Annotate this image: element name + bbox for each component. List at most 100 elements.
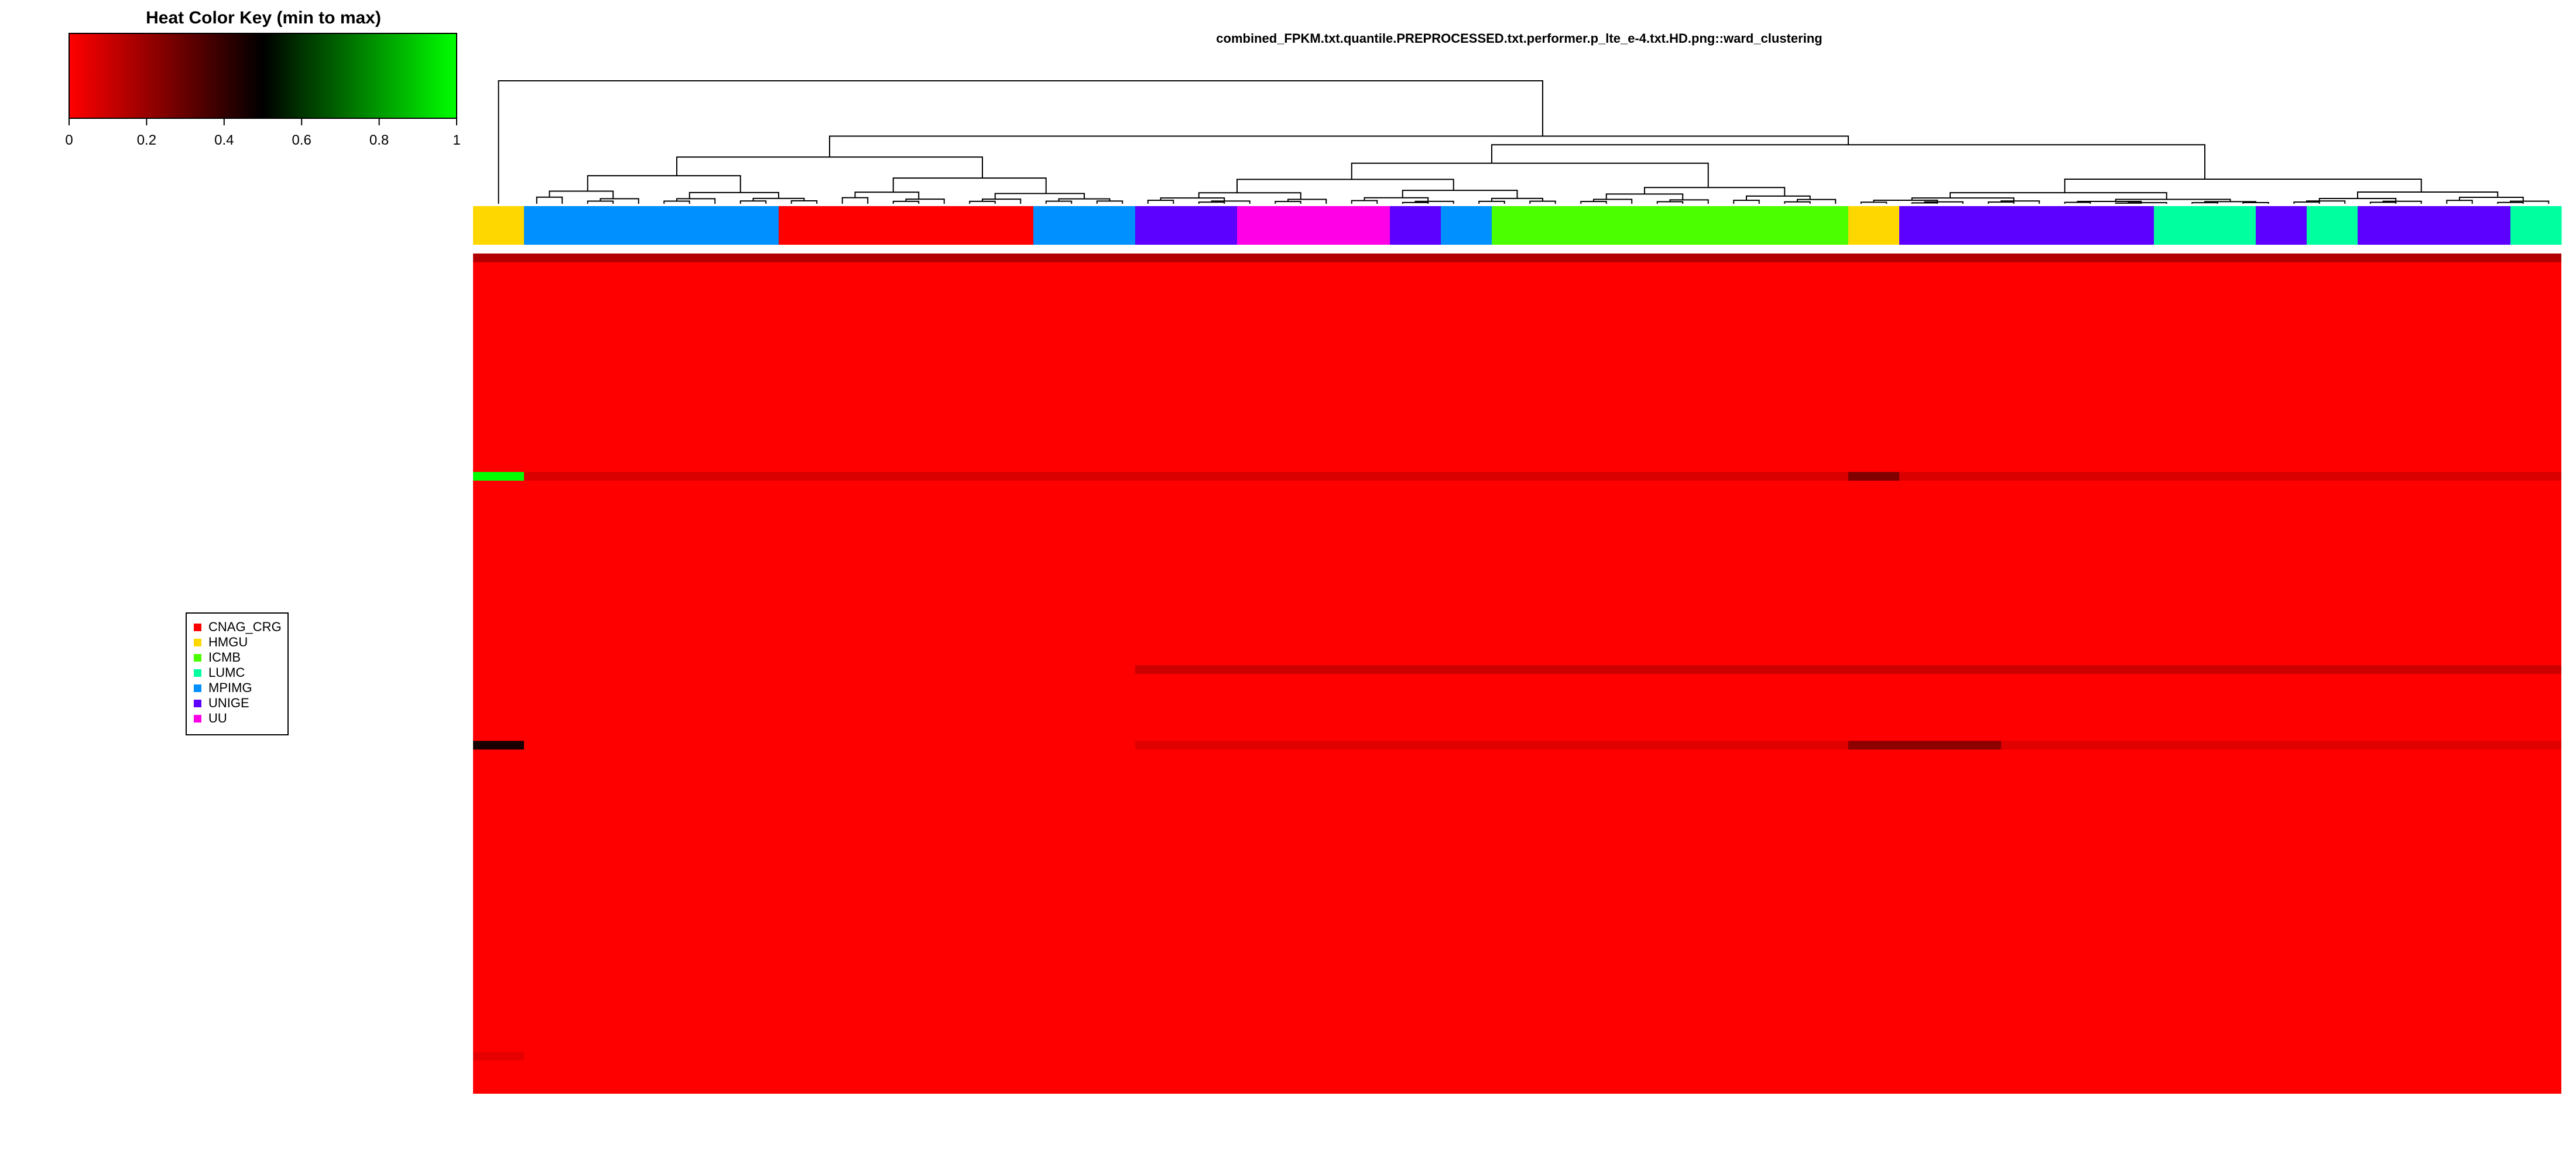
dendrogram-branch bbox=[969, 200, 996, 203]
dendrogram-branch bbox=[1364, 197, 1429, 201]
dendrogram-branch bbox=[1873, 200, 1938, 203]
dendrogram-branch bbox=[1797, 198, 1837, 203]
color-key-tick-label: 0.8 bbox=[369, 132, 389, 148]
dendrogram-branch bbox=[1160, 197, 1225, 201]
color-key-ticks: 0 0.2 0.4 0.6 0.8 1 bbox=[65, 118, 461, 148]
column-group-bar bbox=[2510, 206, 2562, 245]
legend-label: UU bbox=[208, 711, 227, 725]
dendrogram-branch bbox=[1529, 200, 1556, 203]
dendrogram-branch bbox=[1198, 201, 1225, 203]
dendrogram-branch bbox=[1402, 190, 1518, 198]
legend-swatch bbox=[194, 654, 201, 662]
dendrogram-branch bbox=[1491, 144, 2205, 179]
heatmap-row-band bbox=[473, 472, 2561, 481]
dendrogram-branch bbox=[1593, 198, 1633, 202]
dendrogram-branch bbox=[1669, 199, 1709, 202]
dendrogram-branch bbox=[587, 200, 614, 203]
legend-swatch bbox=[194, 669, 201, 677]
heatmap-cell bbox=[1848, 741, 2001, 750]
dendrogram-branch bbox=[1580, 201, 1607, 203]
dendrogram-branch bbox=[1860, 201, 1888, 203]
column-group-bar bbox=[524, 206, 779, 245]
legend-label: UNIGE bbox=[208, 696, 249, 710]
dendrogram-branch bbox=[663, 200, 690, 203]
dendrogram-branch bbox=[1275, 201, 1301, 203]
dendrogram-branch bbox=[676, 198, 716, 201]
legend-label: MPIMG bbox=[208, 680, 252, 695]
dendrogram-branch bbox=[1988, 201, 2015, 203]
column-group-bar bbox=[473, 206, 525, 245]
heatmap-cell bbox=[1848, 472, 1899, 481]
dendrogram-branch bbox=[1478, 200, 1505, 203]
heatmap-row-band bbox=[473, 254, 2561, 262]
color-key-tick-label: 1 bbox=[453, 132, 460, 148]
legend-label: ICMB bbox=[208, 650, 241, 665]
dendrogram-branch bbox=[498, 80, 1543, 204]
chart-title: combined_FPKM.txt.quantile.PREPROCESSED.… bbox=[1216, 31, 1822, 46]
dendrogram-branch bbox=[2459, 197, 2524, 201]
legend-swatch bbox=[194, 624, 201, 631]
dendrogram-branch bbox=[1351, 162, 1709, 188]
column-side-colors bbox=[473, 206, 2562, 245]
dendrogram-branch bbox=[2369, 201, 2397, 203]
heatmap-cell bbox=[473, 741, 524, 750]
dendrogram-branch bbox=[1147, 200, 1174, 203]
dendrogram-branch bbox=[752, 197, 805, 201]
legend-box bbox=[186, 612, 289, 735]
color-key-tick-label: 0.2 bbox=[137, 132, 156, 148]
column-group-bar bbox=[2256, 206, 2307, 245]
dendrogram-branch bbox=[1950, 192, 2167, 200]
dendrogram-branch bbox=[536, 196, 563, 201]
dendrogram-branch bbox=[1911, 197, 2015, 201]
dendrogram-branch bbox=[841, 197, 869, 201]
legend-label: CNAG_CRG bbox=[208, 619, 282, 634]
dendrogram-branch bbox=[1491, 197, 1543, 201]
column-group-bar bbox=[1899, 206, 2154, 245]
dendrogram-branch bbox=[1236, 179, 1454, 193]
column-group-bar bbox=[1237, 206, 1390, 245]
dendrogram-branch bbox=[854, 191, 920, 200]
column-group-bar bbox=[1492, 206, 1849, 245]
column-group-bar bbox=[2154, 206, 2256, 245]
dendrogram-branch bbox=[1605, 193, 1684, 200]
legend-swatch bbox=[194, 639, 201, 646]
color-key-tick-label: 0.4 bbox=[214, 132, 234, 148]
dendrogram-branch bbox=[600, 198, 639, 201]
dendrogram-branch bbox=[2115, 202, 2142, 204]
dendrogram-branch bbox=[2510, 200, 2550, 203]
heatmap-body bbox=[473, 254, 2561, 1094]
column-group-bar bbox=[779, 206, 1034, 245]
color-key-gradient bbox=[68, 33, 457, 119]
color-key: Heat Color Key (min to max) 0 0.2 0.4 0.6 0.… bbox=[65, 8, 460, 148]
dendrogram-branch bbox=[1733, 200, 1760, 203]
heatmap-row-band bbox=[473, 1052, 524, 1061]
dendrogram-branch bbox=[1287, 198, 1327, 202]
dendrogram-branch bbox=[1746, 195, 1811, 201]
dendrogram-branch bbox=[829, 135, 1849, 157]
dendrogram-branch bbox=[1911, 202, 1938, 204]
dendrogram-branch bbox=[892, 177, 1047, 194]
dendrogram-branch bbox=[982, 198, 1022, 202]
dendrogram-branch bbox=[905, 198, 945, 202]
heatmap-row-band bbox=[1135, 665, 2561, 674]
color-key-title: Heat Color Key (min to max) bbox=[146, 8, 381, 28]
column-group-bar bbox=[1033, 206, 1136, 245]
dendrogram-branch bbox=[1198, 192, 1301, 200]
column-group-bar bbox=[1441, 206, 1492, 245]
column-dendrogram bbox=[498, 80, 2550, 204]
column-group-bar bbox=[1135, 206, 1238, 245]
heatmap-cell bbox=[473, 472, 524, 481]
dendrogram-branch bbox=[2446, 200, 2473, 203]
dendrogram-branch bbox=[739, 200, 767, 203]
dendrogram-branch bbox=[549, 190, 614, 199]
dendrogram-branch bbox=[1058, 198, 1111, 201]
dendrogram-branch bbox=[892, 200, 920, 203]
dendrogram-branch bbox=[688, 191, 779, 199]
dendrogram-branch bbox=[2318, 198, 2397, 201]
column-group-bar bbox=[2358, 206, 2511, 245]
dendrogram-branch bbox=[994, 193, 1085, 200]
legend-label: LUMC bbox=[208, 665, 245, 680]
dendrogram-branch bbox=[1045, 200, 1073, 203]
